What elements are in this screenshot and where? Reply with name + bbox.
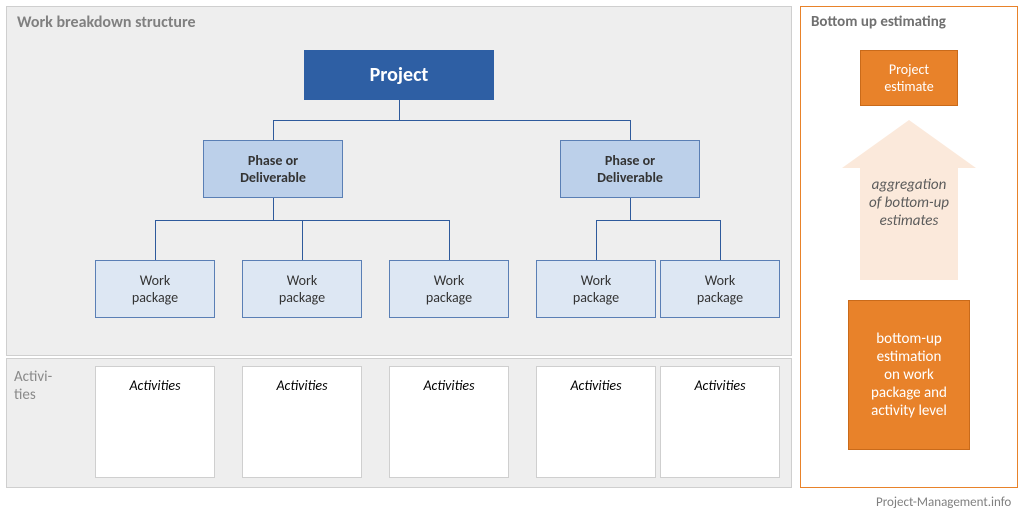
work-package-4: Work package [660, 260, 780, 318]
wbs-panel-title: Work breakdown structure [17, 13, 196, 32]
work-package-3: Work package [536, 260, 656, 318]
activity-box-2: Activities [389, 366, 509, 478]
phase-node-0: Phase or Deliverable [203, 140, 343, 198]
activities-label: Activi- ties [14, 368, 52, 404]
activity-box-3: Activities [536, 366, 656, 478]
aggregation-arrow-label: aggregation of bottom-up estimates [842, 176, 976, 230]
attribution: Project-Management.info [876, 495, 1011, 510]
activity-box-4: Activities [660, 366, 780, 478]
bottomup-panel-title: Bottom up estimating [811, 13, 946, 31]
work-package-2: Work package [389, 260, 509, 318]
project-estimate-box: Project estimate [860, 50, 958, 106]
activity-box-0: Activities [95, 366, 215, 478]
work-package-0: Work package [95, 260, 215, 318]
activity-box-1: Activities [242, 366, 362, 478]
work-package-1: Work package [242, 260, 362, 318]
phase-node-1: Phase or Deliverable [560, 140, 700, 198]
tree-root: Project [304, 50, 494, 100]
bottomup-estimation-box: bottom-up estimation on work package and… [848, 300, 970, 450]
